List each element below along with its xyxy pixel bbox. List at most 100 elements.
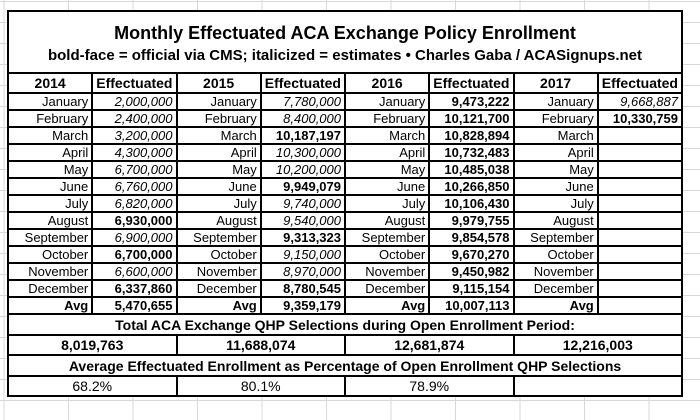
year-header-2014[interactable]: 2014: [6, 72, 94, 94]
month-label-2015[interactable]: December: [175, 279, 262, 298]
month-label-2014[interactable]: July: [6, 194, 94, 213]
month-label-2016[interactable]: February: [343, 109, 431, 128]
year-header-2015[interactable]: 2015: [175, 72, 262, 94]
value-cell-2017[interactable]: [596, 228, 684, 247]
month-label-2014[interactable]: December: [6, 279, 94, 298]
value-cell-2015[interactable]: 8,400,000: [259, 109, 347, 128]
avg-value-2014[interactable]: 5,470,655: [91, 296, 178, 315]
value-cell-2015[interactable]: 9,540,000: [259, 211, 347, 230]
effectuated-header-2016[interactable]: Effectuated: [428, 72, 515, 94]
month-label-2014[interactable]: November: [6, 262, 94, 281]
value-cell-2016[interactable]: 10,828,894: [428, 126, 515, 145]
month-label-2017[interactable]: May: [512, 160, 599, 179]
value-cell-2014[interactable]: 6,930,000: [91, 211, 178, 230]
value-cell-2016[interactable]: 10,121,700: [428, 109, 515, 128]
value-cell-2015[interactable]: 7,780,000: [259, 92, 347, 111]
value-cell-2017[interactable]: [596, 143, 684, 162]
month-label-2016[interactable]: July: [343, 194, 431, 213]
value-cell-2015[interactable]: 8,780,545: [259, 279, 347, 298]
month-label-2015[interactable]: January: [175, 92, 262, 111]
avg-label-2016[interactable]: Avg: [343, 296, 431, 315]
month-label-2016[interactable]: April: [343, 143, 431, 162]
avg-value-2017[interactable]: [596, 296, 684, 315]
month-label-2017[interactable]: July: [512, 194, 599, 213]
month-label-2014[interactable]: January: [6, 92, 94, 111]
value-cell-2015[interactable]: 8,970,000: [259, 262, 347, 281]
value-cell-2014[interactable]: 6,900,000: [91, 228, 178, 247]
month-label-2017[interactable]: November: [512, 262, 599, 281]
month-label-2015[interactable]: November: [175, 262, 262, 281]
avg-value-2015[interactable]: 9,359,179: [259, 296, 347, 315]
month-label-2014[interactable]: February: [6, 109, 94, 128]
percentage-heading[interactable]: Average Effectuated Enrollment as Percen…: [7, 354, 683, 377]
month-label-2017[interactable]: February: [512, 109, 599, 128]
value-cell-2014[interactable]: 6,700,000: [91, 245, 178, 264]
month-label-2016[interactable]: October: [343, 245, 431, 264]
value-cell-2016[interactable]: 10,485,038: [428, 160, 515, 179]
value-cell-2016[interactable]: 10,732,483: [428, 143, 515, 162]
value-cell-2014[interactable]: 6,820,000: [91, 194, 178, 213]
title-block[interactable]: Monthly Effectuated ACA Exchange Policy …: [7, 10, 683, 74]
value-cell-2016[interactable]: 9,473,222: [428, 92, 515, 111]
value-cell-2016[interactable]: 9,670,270: [428, 245, 515, 264]
effectuated-header-2017[interactable]: Effectuated: [596, 72, 684, 94]
month-label-2015[interactable]: March: [175, 126, 262, 145]
month-label-2015[interactable]: February: [175, 109, 262, 128]
value-cell-2017[interactable]: [596, 245, 684, 264]
month-label-2016[interactable]: March: [343, 126, 431, 145]
avg-value-2016[interactable]: 10,007,113: [428, 296, 515, 315]
value-cell-2017[interactable]: [596, 126, 684, 145]
avg-label-2017[interactable]: Avg: [512, 296, 599, 315]
value-cell-2015[interactable]: 10,200,000: [259, 160, 347, 179]
month-label-2017[interactable]: September: [512, 228, 599, 247]
value-cell-2014[interactable]: 4,300,000: [91, 143, 178, 162]
value-cell-2017[interactable]: [596, 177, 684, 196]
value-cell-2014[interactable]: 6,337,860: [91, 279, 178, 298]
value-cell-2016[interactable]: 9,854,578: [428, 228, 515, 247]
value-cell-2015[interactable]: 9,949,079: [259, 177, 347, 196]
month-label-2015[interactable]: September: [175, 228, 262, 247]
value-cell-2017[interactable]: [596, 194, 684, 213]
total-qhp-2017[interactable]: 12,216,003: [512, 334, 683, 356]
effectuated-header-2014[interactable]: Effectuated: [91, 72, 178, 94]
value-cell-2016[interactable]: 9,450,982: [428, 262, 515, 281]
month-label-2017[interactable]: June: [512, 177, 599, 196]
month-label-2015[interactable]: October: [175, 245, 262, 264]
total-qhp-2015[interactable]: 11,688,074: [175, 334, 346, 356]
month-label-2015[interactable]: August: [175, 211, 262, 230]
value-cell-2015[interactable]: 9,150,000: [259, 245, 347, 264]
month-label-2016[interactable]: January: [343, 92, 431, 111]
value-cell-2017[interactable]: [596, 262, 684, 281]
totals-heading[interactable]: Total ACA Exchange QHP Selections during…: [7, 313, 683, 336]
value-cell-2014[interactable]: 2,400,000: [91, 109, 178, 128]
value-cell-2014[interactable]: 2,000,000: [91, 92, 178, 111]
month-label-2014[interactable]: October: [6, 245, 94, 264]
value-cell-2015[interactable]: 9,740,000: [259, 194, 347, 213]
value-cell-2014[interactable]: 6,600,000: [91, 262, 178, 281]
value-cell-2016[interactable]: 10,106,430: [428, 194, 515, 213]
value-cell-2015[interactable]: 10,187,197: [259, 126, 347, 145]
month-label-2017[interactable]: August: [512, 211, 599, 230]
value-cell-2016[interactable]: 10,266,850: [428, 177, 515, 196]
percentage-2014[interactable]: 68.2%: [7, 375, 178, 397]
month-label-2014[interactable]: June: [6, 177, 94, 196]
month-label-2015[interactable]: April: [175, 143, 262, 162]
month-label-2015[interactable]: May: [175, 160, 262, 179]
month-label-2014[interactable]: May: [6, 160, 94, 179]
avg-label-2015[interactable]: Avg: [175, 296, 262, 315]
percentage-2016[interactable]: 78.9%: [344, 375, 515, 397]
avg-label-2014[interactable]: Avg: [6, 296, 94, 315]
month-label-2015[interactable]: July: [175, 194, 262, 213]
value-cell-2015[interactable]: 9,313,323: [259, 228, 347, 247]
value-cell-2014[interactable]: 6,700,000: [91, 160, 178, 179]
month-label-2014[interactable]: August: [6, 211, 94, 230]
month-label-2014[interactable]: March: [6, 126, 94, 145]
value-cell-2017[interactable]: [596, 211, 684, 230]
month-label-2016[interactable]: May: [343, 160, 431, 179]
value-cell-2015[interactable]: 10,300,000: [259, 143, 347, 162]
month-label-2017[interactable]: October: [512, 245, 599, 264]
month-label-2016[interactable]: September: [343, 228, 431, 247]
month-label-2014[interactable]: September: [6, 228, 94, 247]
value-cell-2017[interactable]: [596, 160, 684, 179]
value-cell-2016[interactable]: 9,115,154: [428, 279, 515, 298]
